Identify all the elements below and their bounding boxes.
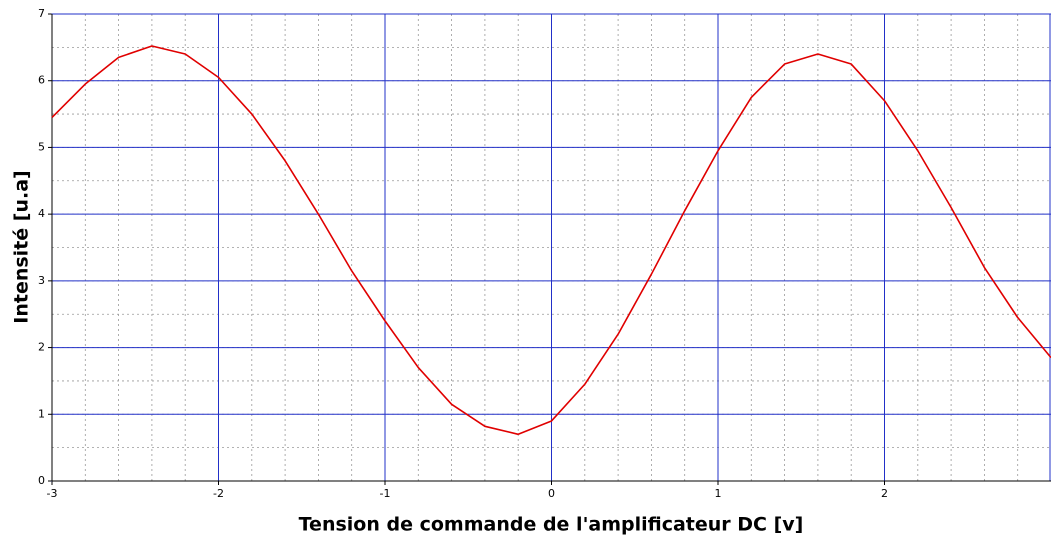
x-tick-label: 2 [881,487,888,500]
x-tick-label: -1 [380,487,391,500]
data-line [51,45,1051,436]
x-tick-label: 0 [548,487,555,500]
y-tick-label: 7 [38,7,45,20]
x-tick-label: 1 [715,487,722,500]
x-axis-label: Tension de commande de l'amplificateur D… [299,514,804,536]
x-tick-label: -2 [213,487,224,500]
y-tick-label: 3 [38,274,45,287]
y-axis-label: Intensité [u.a] [11,170,33,323]
y-tick-label: 0 [38,474,45,487]
y-tick-label: 4 [38,207,45,220]
y-tick-label: 2 [38,341,45,354]
y-tick-label: 1 [38,407,45,420]
y-tick-label: 5 [38,140,45,153]
y-tick-label: 6 [38,74,45,87]
x-tick-label: -3 [47,487,58,500]
